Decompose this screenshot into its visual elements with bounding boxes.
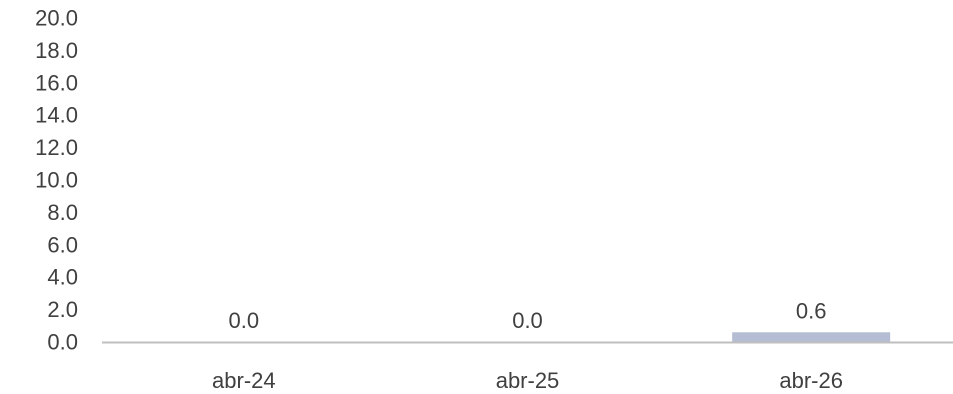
y-tick-label: 16.0 [35,70,78,95]
x-tick-label: abr-26 [779,368,843,393]
data-labels: 0.0 0.0 0.6 [229,298,827,333]
y-tick-label: 4.0 [47,265,78,290]
y-tick-label: 18.0 [35,38,78,63]
y-tick-label: 0.0 [47,330,78,355]
y-tick-label: 2.0 [47,297,78,322]
y-tick-label: 8.0 [47,200,78,225]
x-axis-ticks: abr-24 abr-25 abr-26 [212,368,843,393]
y-axis-ticks: 0.0 2.0 4.0 6.0 8.0 10.0 12.0 14.0 16.0 18.0 20.0 [35,6,78,355]
bars [732,332,891,342]
y-tick-label: 6.0 [47,232,78,257]
bar [732,332,891,342]
y-tick-label: 10.0 [35,168,78,193]
y-tick-label: 12.0 [35,135,78,160]
data-label: 0.0 [512,308,543,333]
y-tick-label: 14.0 [35,103,78,128]
y-tick-label: 20.0 [35,6,78,31]
data-label: 0.6 [796,298,827,323]
x-tick-label: abr-24 [212,368,276,393]
data-label: 0.0 [229,308,260,333]
x-tick-label: abr-25 [496,368,560,393]
